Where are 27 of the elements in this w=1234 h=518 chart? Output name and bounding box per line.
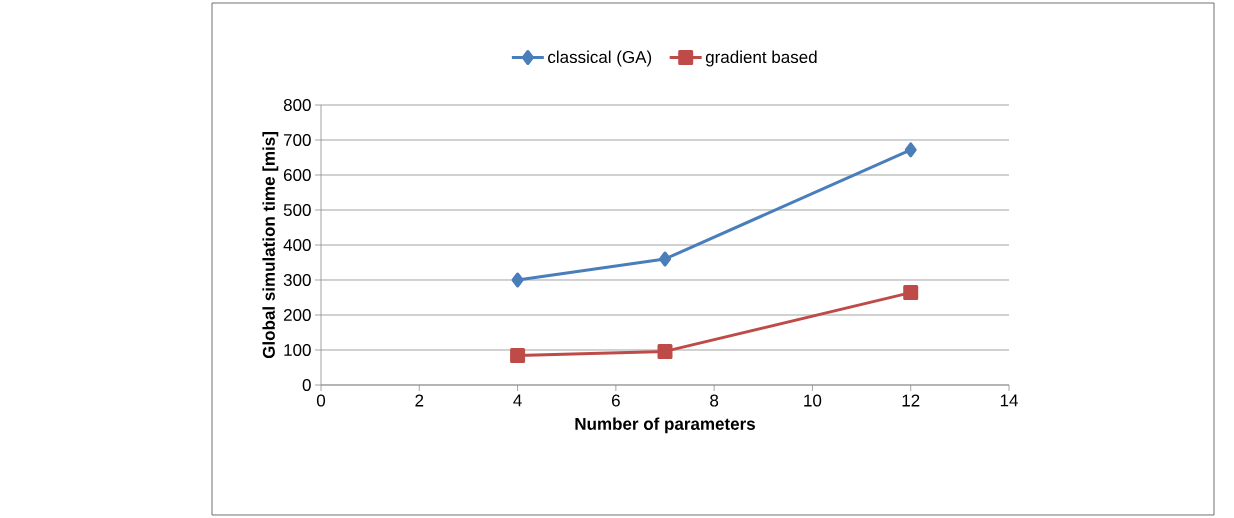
y-tick-label: 600 (283, 168, 311, 182)
x-tick-label: 6 (612, 394, 620, 407)
point (904, 142, 917, 158)
x-tick-label: 8 (710, 394, 719, 407)
y-axis-title: Global simulation time [mis] (262, 132, 279, 359)
x-axis-title: Number of parameters (575, 417, 755, 434)
y-tick-label: 500 (283, 203, 311, 217)
x-tick-label: 0 (316, 394, 326, 407)
x-tick-label: 10 (804, 394, 822, 407)
y-tick-label: 200 (283, 308, 311, 322)
x-tick-label: 14 (1000, 394, 1018, 407)
y-tick-label: 100 (284, 343, 311, 357)
legend-label: classical (GA) (548, 50, 652, 67)
legend-label: gradient based (705, 50, 817, 67)
y-tick-label: 300 (283, 273, 311, 287)
point (657, 343, 673, 359)
point (903, 285, 919, 301)
y-tick-label: 800 (283, 98, 311, 112)
y-tick-label: 400 (283, 238, 311, 252)
x-tick-label: 2 (415, 394, 424, 407)
x-tick-label: 4 (513, 394, 522, 407)
y-tick-label: 0 (302, 378, 311, 392)
point (659, 251, 671, 267)
x-tick-label: 12 (902, 394, 920, 407)
point (510, 348, 526, 364)
y-tick-label: 700 (283, 133, 311, 147)
point (511, 272, 524, 288)
